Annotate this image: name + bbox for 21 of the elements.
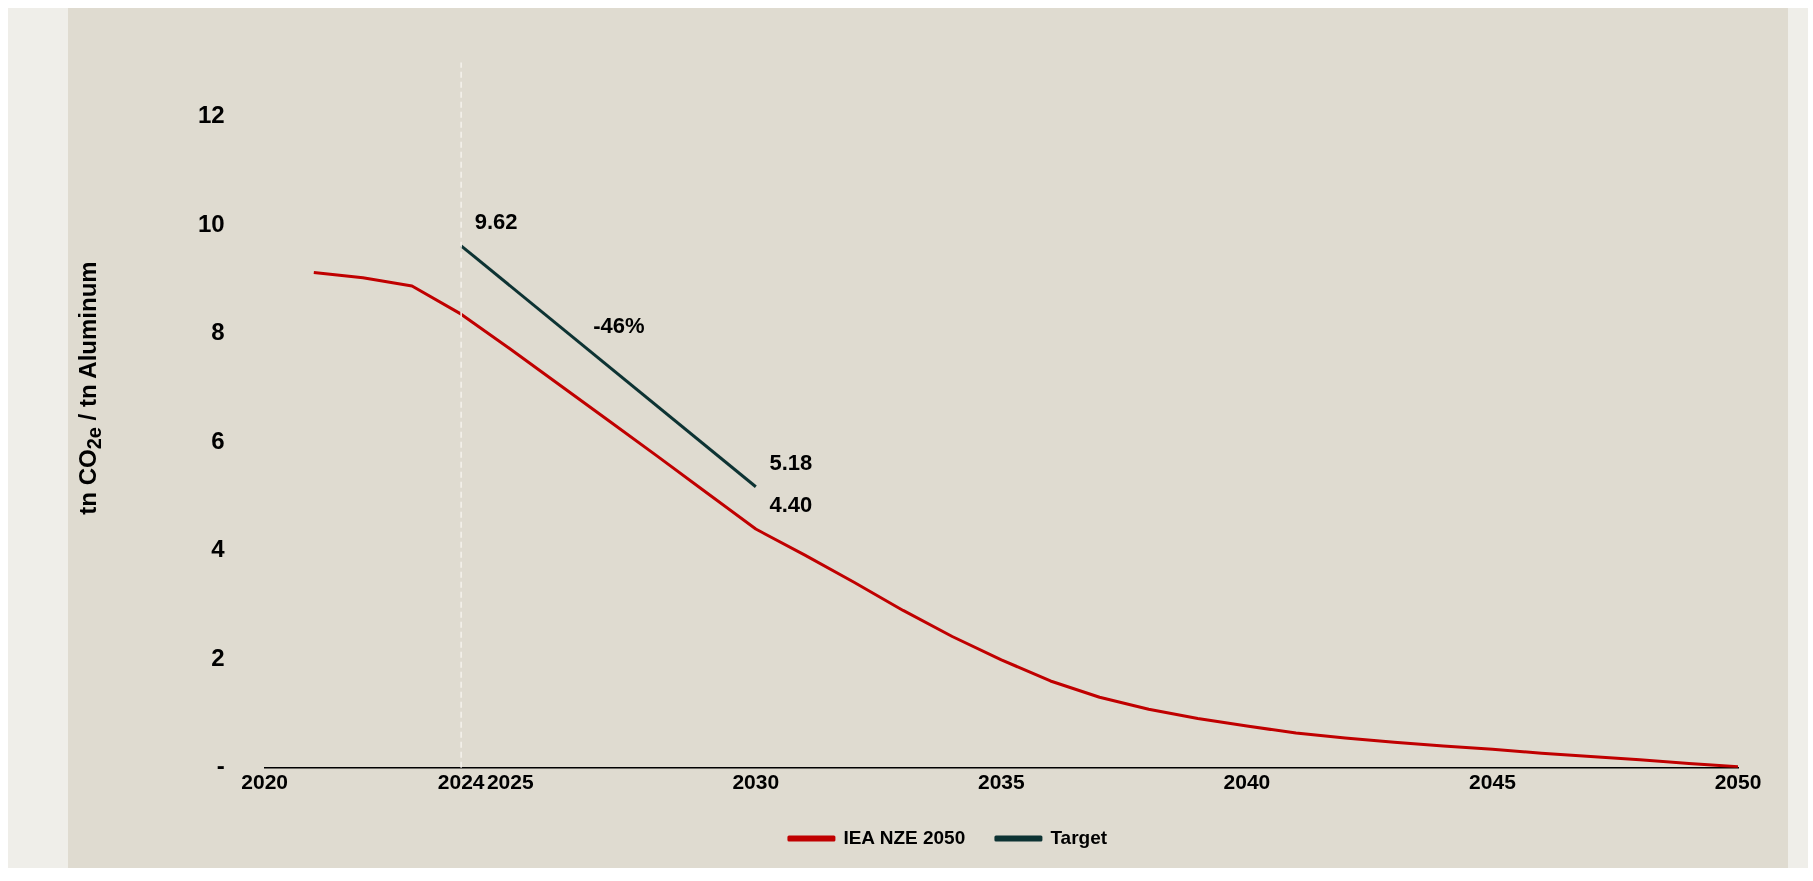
x-tick-label: 2024 bbox=[437, 770, 485, 794]
y-tick-label: 10 bbox=[197, 209, 225, 237]
y-tick-label: 2 bbox=[211, 643, 225, 671]
x-tick-label: 2040 bbox=[1223, 770, 1271, 794]
legend-label: Target bbox=[1050, 826, 1108, 848]
y-tick-label: 12 bbox=[197, 101, 225, 129]
x-tick-label: 2035 bbox=[977, 770, 1026, 794]
y-tick-label: 8 bbox=[211, 318, 225, 346]
y-tick-label: - bbox=[216, 752, 225, 780]
x-tick-label: 2045 bbox=[1469, 770, 1517, 794]
x-tick-label: 2020 bbox=[241, 770, 289, 794]
y-tick-label: 4 bbox=[211, 535, 226, 563]
annotation: -46% bbox=[593, 313, 645, 339]
x-tick-label: 2050 bbox=[1714, 770, 1762, 794]
y-tick-label: 6 bbox=[211, 426, 225, 454]
annotation: 5.18 bbox=[769, 449, 813, 475]
annotation: 9.62 bbox=[474, 208, 518, 234]
legend-label: IEA NZE 2050 bbox=[843, 826, 966, 848]
x-tick-label: 2025 bbox=[486, 770, 534, 794]
x-tick-label: 2030 bbox=[732, 770, 780, 794]
annotation: 4.40 bbox=[769, 492, 813, 518]
